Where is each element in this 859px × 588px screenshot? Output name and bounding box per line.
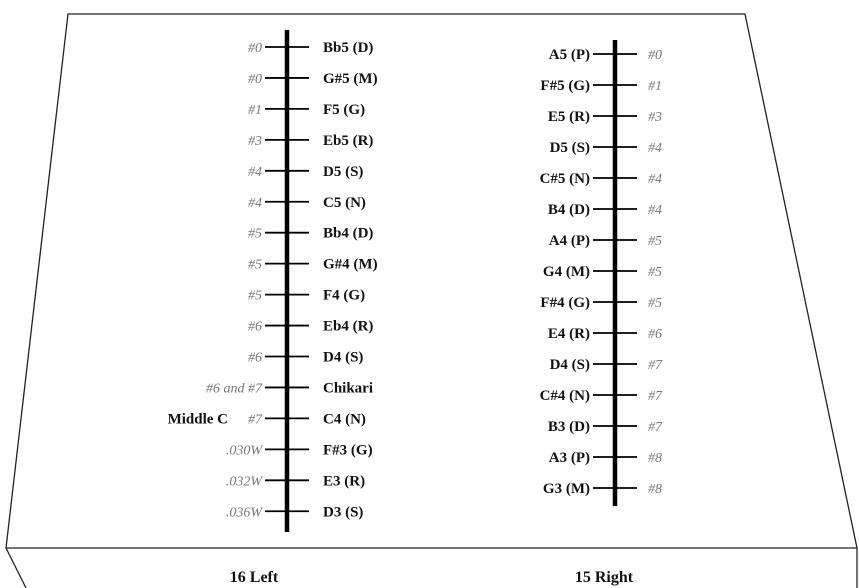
left-string-note: G#5 (M) (323, 71, 378, 87)
left-string-note: D3 (S) (323, 504, 363, 520)
left-string-gauge: #5 (248, 258, 262, 273)
board-top-face (5, 13, 858, 549)
right-string-gauge: #6 (648, 327, 662, 342)
left-string-note: D4 (S) (323, 350, 363, 366)
left-bridge-label: 16 Left (230, 569, 279, 586)
right-string-gauge: #4 (648, 172, 662, 187)
right-string-gauge: #8 (648, 451, 662, 466)
left-string-note: C5 (N) (323, 195, 366, 211)
left-string-note: Bb4 (D) (323, 226, 373, 242)
right-string-note: G3 (M) (543, 481, 590, 497)
left-string-note: Eb5 (R) (323, 133, 373, 149)
right-string-note: E5 (R) (548, 109, 590, 125)
right-string-gauge: #7 (648, 389, 663, 404)
left-string-gauge: #7 (248, 412, 263, 427)
right-string-gauge: #7 (648, 358, 663, 373)
left-string-gauge: .032W (226, 474, 264, 489)
left-string-note: C4 (N) (323, 411, 366, 427)
left-string-gauge: #0 (248, 41, 262, 56)
right-string-gauge: #4 (648, 203, 662, 218)
left-string-gauge: #4 (248, 165, 262, 180)
left-string-gauge: #0 (248, 72, 262, 87)
right-string-note: A4 (P) (549, 233, 590, 249)
board-front-edge-left (5, 547, 27, 588)
left-string-note: Chikari (323, 380, 373, 396)
right-string-note: D5 (S) (550, 140, 590, 156)
left-string-note: F#3 (G) (323, 442, 373, 458)
left-string-gauge: #3 (248, 134, 262, 149)
left-string-gauge: #5 (248, 227, 262, 242)
right-string-gauge: #5 (648, 234, 662, 249)
left-string-note: E3 (R) (323, 473, 365, 489)
right-string-note: D4 (S) (550, 357, 590, 373)
left-string-note: Eb4 (R) (323, 319, 373, 335)
right-string-note: B3 (D) (548, 419, 590, 435)
right-string-note: A5 (P) (549, 47, 590, 63)
left-string-gauge: .030W (226, 443, 264, 458)
right-string-gauge: #3 (648, 110, 662, 125)
right-string-note: F#5 (G) (540, 78, 590, 94)
right-string-note: B4 (D) (548, 202, 590, 218)
right-string-note: G4 (M) (543, 264, 590, 280)
left-string-gauge: #6 (248, 351, 262, 366)
left-string-gauge: .036W (226, 505, 264, 520)
left-string-note: D5 (S) (323, 164, 363, 180)
right-string-gauge: #1 (648, 79, 662, 94)
left-string-gauge: #4 (248, 196, 262, 211)
right-string-note: C#5 (N) (540, 171, 590, 187)
right-string-gauge: #8 (648, 482, 662, 497)
left-string-gauge: #5 (248, 289, 262, 304)
left-string-note: Bb5 (D) (323, 40, 373, 56)
right-string-gauge: #0 (648, 48, 662, 63)
right-string-gauge: #4 (648, 141, 662, 156)
left-string-note: F4 (G) (323, 288, 365, 304)
right-string-note: A3 (P) (549, 450, 590, 466)
right-bridge-rows: A5 (P) #0 F#5 (G) #1 E5 (R) #3 D5 (S) #4 C#5 (N)… (540, 47, 663, 497)
right-string-gauge: #5 (648, 296, 662, 311)
left-string-gauge: #1 (248, 103, 262, 118)
right-string-gauge: #5 (648, 265, 662, 280)
middle-c-label: Middle C (168, 411, 228, 427)
left-bridge-rows: #0 Bb5 (D) #0 G#5 (M) #1 F5 (G) #3 Eb5 (R) #4 D5 … (168, 40, 378, 520)
right-bridge-label: 15 Right (575, 569, 634, 586)
right-string-note: C#4 (N) (540, 388, 590, 404)
right-string-note: E4 (R) (548, 326, 590, 342)
left-string-note: G#4 (M) (323, 257, 378, 273)
right-string-gauge: #7 (648, 420, 663, 435)
left-string-note: F5 (G) (323, 102, 365, 118)
right-string-note: F#4 (G) (540, 295, 590, 311)
left-string-gauge: #6 (248, 320, 262, 335)
left-string-gauge: #6 and #7 (206, 381, 263, 396)
